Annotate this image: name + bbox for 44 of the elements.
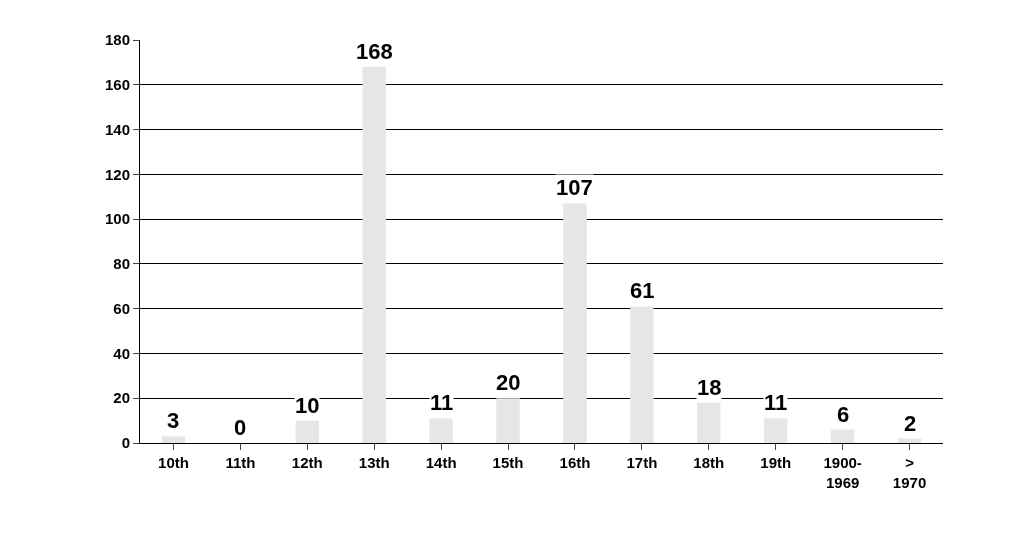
x-tick-label: 16th [559,454,591,471]
x-tick-label: 10th [158,454,189,471]
y-tick-label: 0 [121,434,130,452]
x-tick-label: 1900-1969 [823,454,862,491]
y-tick-label: 160 [104,76,130,94]
bar [496,398,520,443]
x-tick-label: 12th [291,454,323,471]
y-tick-label: 120 [104,165,130,183]
bar [764,418,788,443]
data-label: 11 [764,390,788,415]
data-label: 18 [697,375,722,400]
bar [362,66,386,443]
data-label: 11 [430,390,454,415]
bar [830,429,855,443]
bar [563,203,587,443]
y-tick-label: 140 [104,120,130,138]
data-label: 168 [356,39,393,64]
x-tick-label: 17th [626,454,658,471]
data-label: 2 [904,411,917,436]
data-label: 6 [837,402,850,427]
x-tick-label: 11th [225,454,256,471]
x-tick-label: > 1970 [892,454,927,491]
x-tick-label: 18th [693,454,725,471]
data-label: 0 [234,415,247,440]
bar [630,306,654,443]
x-tick-label: 14th [425,454,457,471]
y-tick-label: 100 [104,210,130,228]
x-tick-label: 19th [760,454,792,471]
bar [161,436,186,443]
data-label: 20 [496,370,521,395]
y-tick-label: 80 [113,255,130,273]
data-label: 3 [167,408,180,433]
bar [295,420,319,443]
data-label: 107 [556,175,593,200]
y-tick-label: 20 [113,389,130,407]
bar [697,402,721,443]
bar [429,418,453,443]
y-tick-label: 60 [113,299,130,317]
data-label: 10 [295,393,320,418]
x-tick-label: 15th [492,454,524,471]
data-label: 61 [630,278,655,303]
y-tick-label: 40 [113,344,130,362]
y-tick-label: 180 [104,31,130,49]
x-tick-label: 13th [358,454,390,471]
